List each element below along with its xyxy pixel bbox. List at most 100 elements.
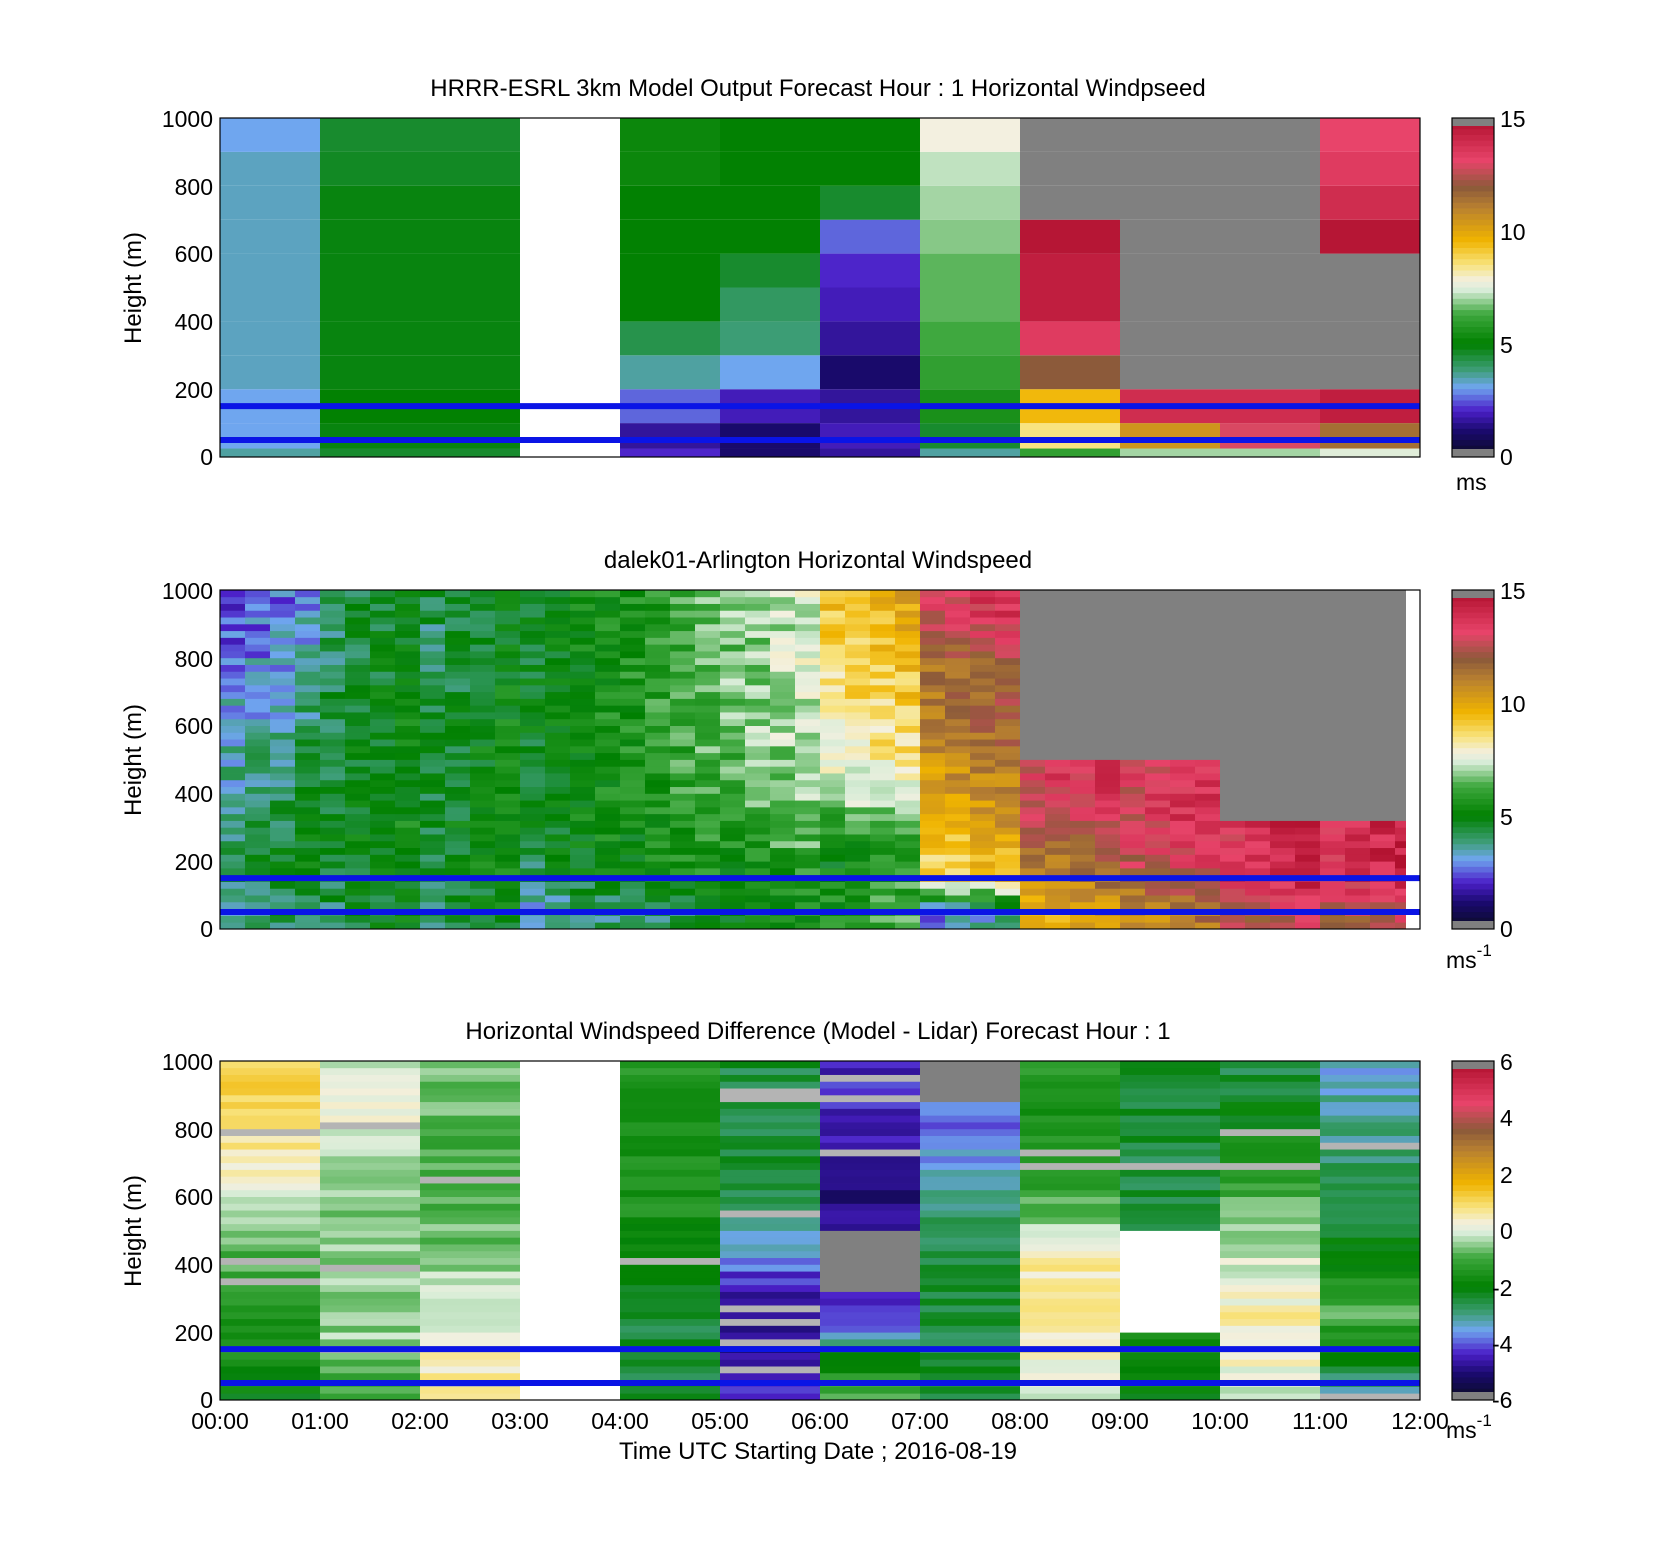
heatmap-cell	[1120, 813, 1146, 821]
heatmap-cell	[1045, 847, 1071, 855]
heatmap-cell	[495, 657, 521, 665]
heatmap-cell	[495, 596, 521, 604]
heatmap-cell	[695, 671, 721, 679]
heatmap-cell	[1120, 1291, 1221, 1299]
heatmap-cell	[620, 603, 646, 611]
heatmap-cell	[1095, 915, 1121, 923]
heatmap-cell	[970, 691, 996, 699]
heatmap-cell	[1320, 1203, 1421, 1211]
heatmap-cell	[745, 827, 771, 835]
heatmap-cell	[970, 630, 996, 638]
heatmap-cell	[795, 664, 821, 672]
heatmap-cell	[1070, 827, 1096, 835]
heatmap-cell	[445, 813, 471, 821]
heatmap-cell	[1195, 698, 1221, 706]
heatmap-cell	[945, 834, 971, 842]
heatmap-cell	[695, 637, 721, 645]
colorbar-segment	[1452, 1247, 1494, 1254]
heatmap-cell	[770, 657, 796, 665]
heatmap-cell	[1245, 698, 1271, 706]
heatmap-cell	[270, 888, 296, 896]
colorbar-segment	[1452, 315, 1494, 322]
heatmap-cell	[1145, 664, 1171, 672]
heatmap-cell	[320, 287, 420, 322]
heatmap-cell	[520, 1210, 621, 1218]
heatmap-cell	[270, 922, 296, 930]
heatmap-cell	[1220, 881, 1246, 889]
heatmap-cell	[220, 678, 246, 686]
heatmap-cell	[470, 603, 496, 611]
heatmap-cell	[1020, 725, 1046, 733]
heatmap-cell	[970, 895, 996, 903]
heatmap-cell	[320, 766, 346, 774]
heatmap-cell	[1320, 922, 1346, 930]
heatmap-cell	[1320, 834, 1346, 842]
heatmap-cell	[720, 813, 746, 821]
heatmap-cell	[870, 901, 896, 910]
heatmap-cell	[645, 732, 671, 740]
heatmap-cell	[1095, 596, 1121, 604]
heatmap-cell	[1345, 590, 1371, 598]
heatmap-cell	[995, 779, 1021, 788]
heatmap-cell	[420, 854, 446, 862]
heatmap-cell	[920, 623, 946, 632]
heatmap-cell	[220, 752, 246, 760]
heatmap-cell	[420, 219, 520, 254]
heatmap-cell	[370, 691, 396, 699]
heatmap-cell	[695, 922, 721, 930]
heatmap-cell	[570, 752, 596, 760]
heatmap-cell	[270, 637, 296, 645]
heatmap-cell	[1070, 888, 1096, 896]
heatmap-cell	[520, 596, 546, 604]
heatmap-cell	[1020, 1176, 1121, 1184]
heatmap-cell	[820, 806, 846, 815]
heatmap-cell	[420, 1223, 521, 1231]
heatmap-cell	[720, 1366, 821, 1374]
heatmap-cell	[495, 827, 521, 835]
heatmap-cell	[920, 185, 1020, 220]
heatmap-cell	[320, 1325, 421, 1333]
heatmap-cell	[395, 657, 421, 665]
heatmap-cell	[1220, 1149, 1321, 1157]
heatmap-cell	[395, 834, 421, 842]
heatmap-cell	[1095, 637, 1121, 645]
heatmap-cell	[295, 678, 321, 686]
heatmap-cell	[1070, 766, 1096, 774]
heatmap-cell	[570, 610, 596, 618]
heatmap-cell	[795, 895, 821, 903]
heatmap-cell	[445, 651, 471, 659]
heatmap-cell	[520, 1203, 621, 1211]
heatmap-cell	[1320, 651, 1346, 659]
heatmap-cell	[345, 603, 371, 611]
difference-colorbar	[1451, 1060, 1495, 1401]
heatmap-cell	[1245, 793, 1271, 801]
heatmap-cell	[670, 671, 696, 679]
heatmap-cell	[1320, 1155, 1421, 1164]
heatmap-cell	[1145, 895, 1171, 903]
heatmap-cell	[895, 732, 921, 740]
heatmap-cell	[945, 623, 971, 632]
heatmap-cell	[920, 705, 946, 713]
colorbar-segment	[1452, 855, 1494, 862]
heatmap-cell	[370, 678, 396, 686]
colorbar-tick-label: -6	[1492, 1387, 1512, 1413]
heatmap-cell	[720, 739, 746, 747]
heatmap-cell	[670, 834, 696, 842]
colorbar-segment	[1452, 214, 1494, 221]
heatmap-cell	[370, 644, 396, 652]
heatmap-cell	[445, 915, 471, 923]
colorbar-segment	[1452, 635, 1494, 642]
heatmap-cell	[420, 118, 520, 152]
heatmap-cell	[1295, 630, 1321, 638]
heatmap-cell	[395, 590, 421, 598]
heatmap-cell	[470, 806, 496, 815]
heatmap-cell	[220, 1325, 321, 1333]
heatmap-cell	[320, 1128, 421, 1136]
heatmap-cell	[1295, 671, 1321, 679]
heatmap-cell	[420, 901, 446, 910]
heatmap-cell	[1320, 1277, 1421, 1286]
heatmap-cell	[1070, 895, 1096, 903]
heatmap-cell	[495, 698, 521, 706]
heatmap-cell	[295, 712, 321, 720]
heatmap-cell	[1195, 901, 1221, 910]
